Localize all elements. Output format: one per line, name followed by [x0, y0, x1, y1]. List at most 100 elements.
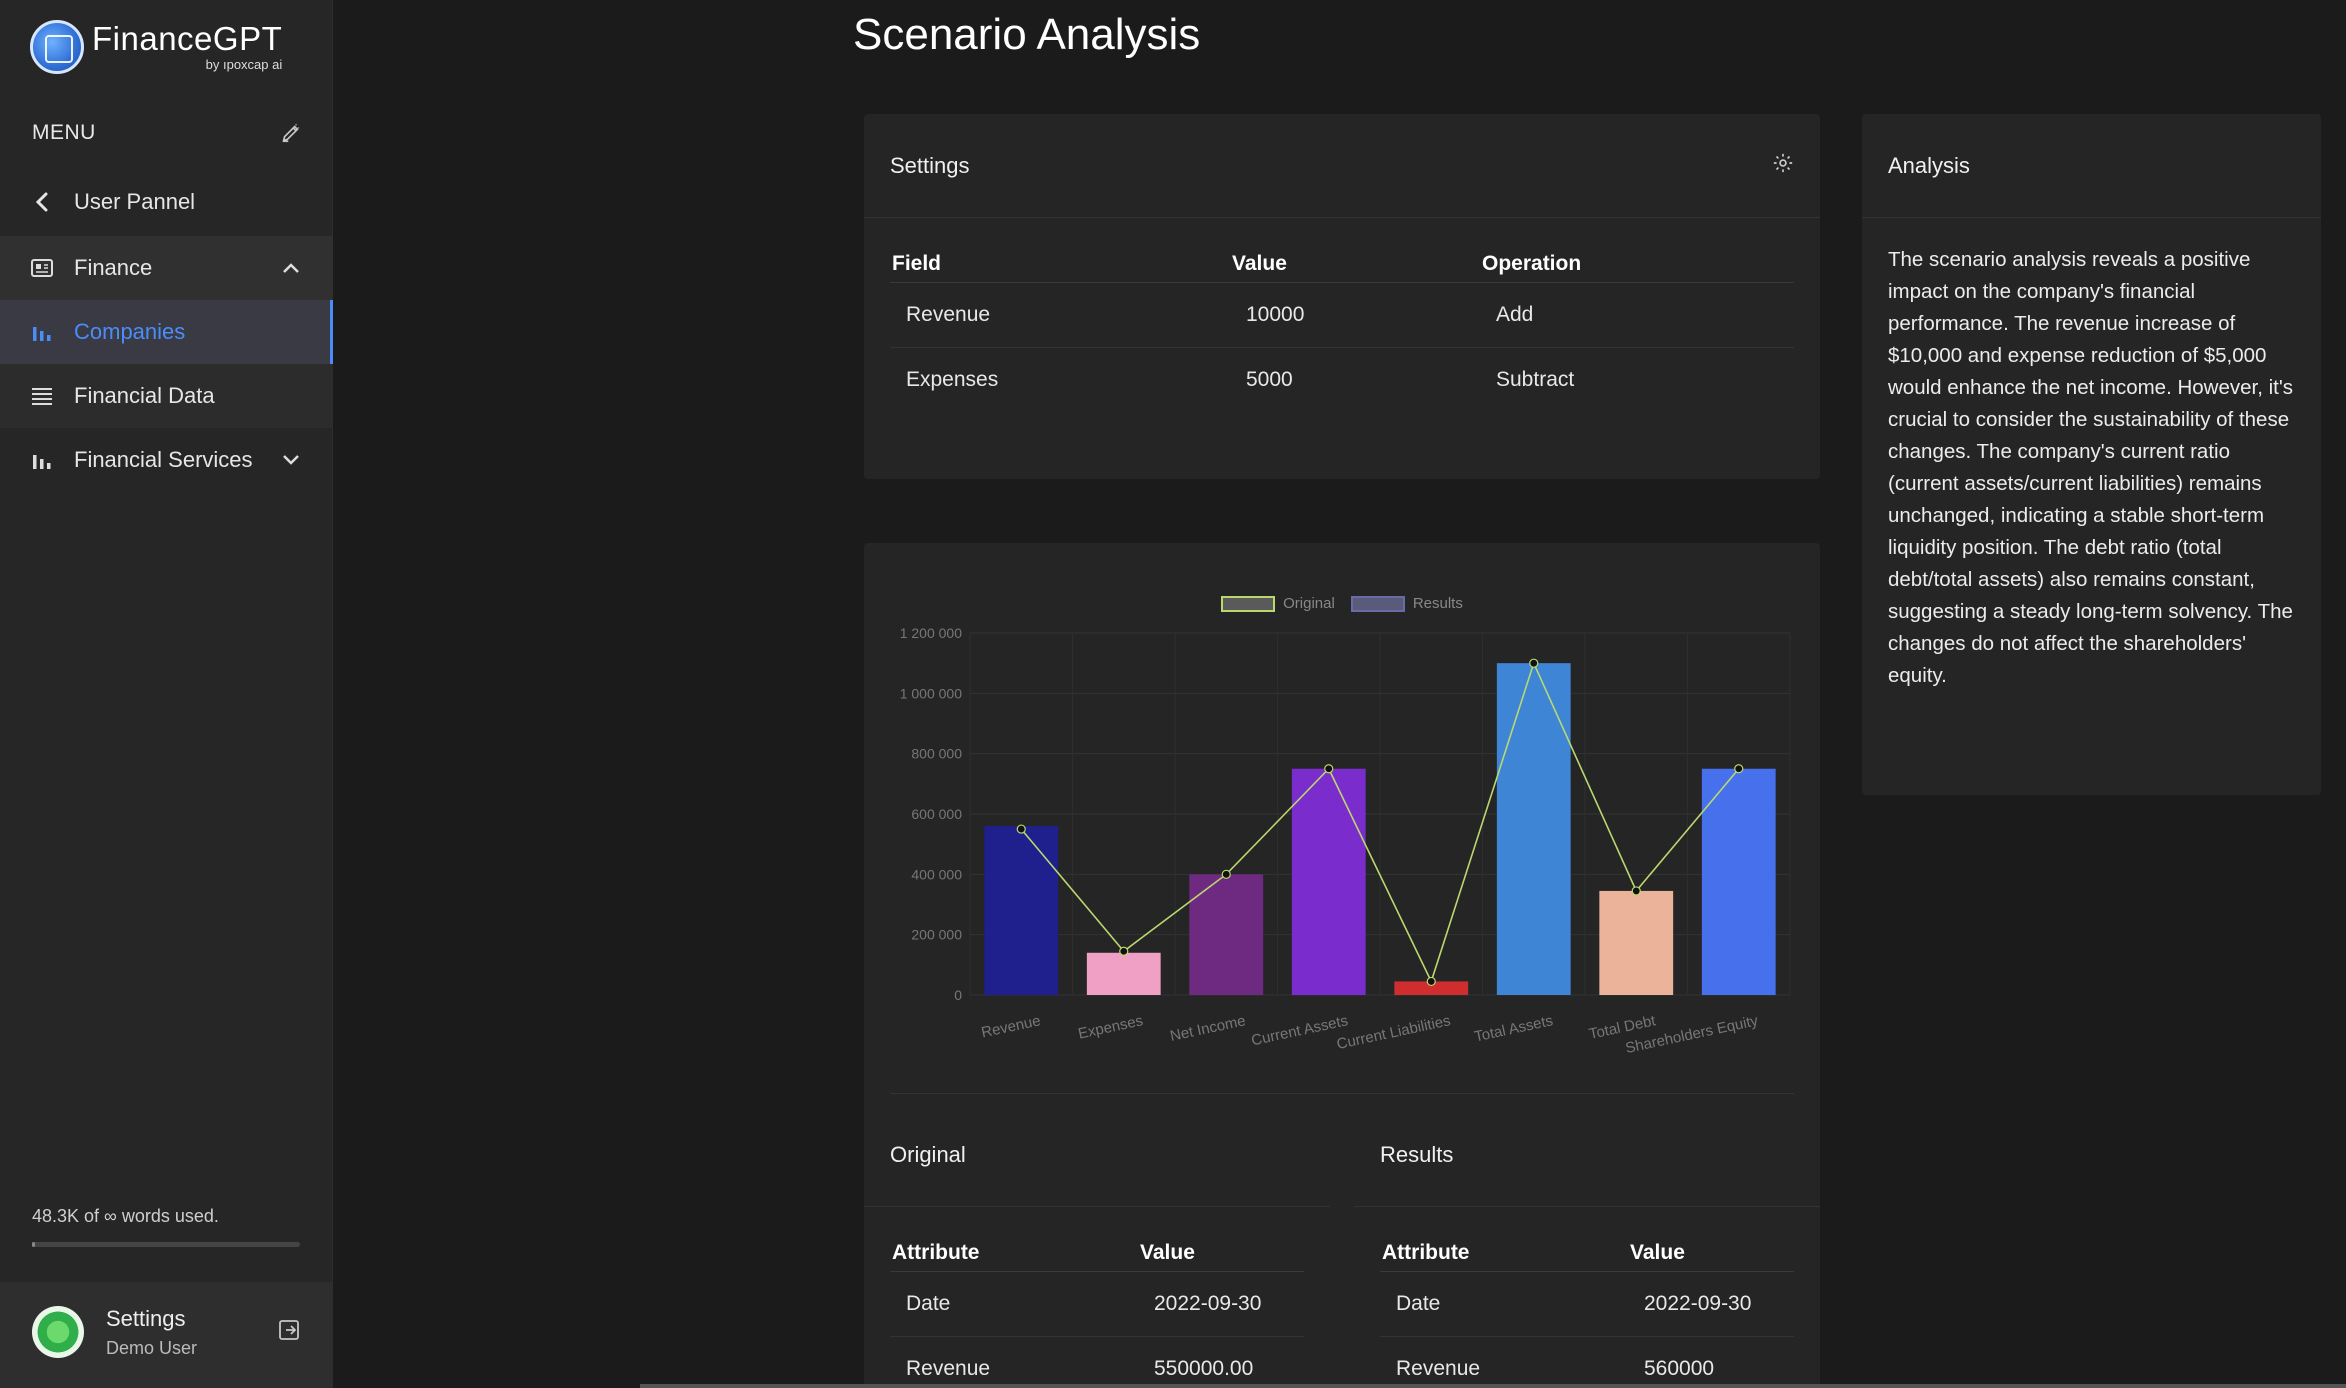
- original-panel: Original Attribute Value Date 2022-09-30…: [864, 1103, 1330, 1388]
- id-card-icon: [30, 256, 54, 280]
- analysis-title: Analysis: [1888, 152, 1970, 178]
- user-profile[interactable]: Settings Demo User: [0, 1282, 333, 1388]
- bar-chart-icon: [30, 448, 54, 472]
- sidebar-item-label: Financial Data: [74, 383, 215, 408]
- operation-cell: Add: [1480, 282, 1794, 348]
- table-row: Revenue 560000: [1380, 1336, 1794, 1388]
- value-cell: 550000.00: [1138, 1336, 1304, 1388]
- scenario-chart: 0 200 000 400 000 600 000 800 000 1 000 000 1 …: [900, 625, 1791, 1057]
- legend-swatch: [1221, 595, 1276, 612]
- value-cell: 560000: [1628, 1336, 1794, 1388]
- menu-label: MENU: [32, 121, 96, 144]
- column-header: Value: [1628, 1233, 1794, 1272]
- bar: [1394, 981, 1469, 995]
- usage-text: 48.3K of ∞ words used.: [32, 1206, 219, 1226]
- results-title: Results: [1380, 1141, 1454, 1167]
- y-tick-label: 600 000: [911, 806, 962, 822]
- attribute-cell: Date: [1380, 1271, 1628, 1337]
- data-point: [1119, 946, 1129, 956]
- y-tick-label: 1 200 000: [900, 625, 962, 641]
- settings-table: Field Value Operation Revenue 10000 Add …: [890, 244, 1794, 412]
- table-row: Revenue 10000 Add: [890, 282, 1794, 348]
- attribute-cell: Revenue: [1380, 1336, 1628, 1388]
- sidebar-item-label: User Pannel: [74, 189, 196, 214]
- column-header: Attribute: [1380, 1233, 1628, 1272]
- chart-area: Original Results 0 200 000 400 000 600 000 8…: [864, 543, 1820, 1103]
- sidebar-item-user-pannel[interactable]: User Pannel: [0, 170, 333, 234]
- series-line: [1020, 660, 1740, 984]
- page-title: Scenario Analysis: [853, 10, 1201, 59]
- operation-cell: Subtract: [1496, 368, 1575, 391]
- data-point: [1016, 824, 1026, 834]
- sidebar-item-financial-data[interactable]: Financial Data: [0, 364, 333, 428]
- value-cell: 2022-09-30: [1628, 1271, 1794, 1337]
- column-header: Value: [1138, 1233, 1304, 1272]
- sidebar-item-label: Finance: [74, 255, 153, 280]
- original-table: Attribute Value Date 2022-09-30 Revenue …: [890, 1233, 1304, 1388]
- analysis-text: The scenario analysis reveals a positive…: [1888, 248, 2294, 687]
- results-table: Attribute Value Date 2022-09-30 Revenue …: [1380, 1233, 1794, 1388]
- attribute-cell: Date: [890, 1271, 1138, 1337]
- bar: [984, 826, 1059, 995]
- y-tick-label: 400 000: [911, 866, 962, 882]
- usage-progress-fill: [32, 1242, 35, 1247]
- table-row: Expenses 5000 Subtract: [890, 348, 1794, 413]
- results-panel: Results Attribute Value Date 2022-09-30 …: [1354, 1103, 1820, 1388]
- user-name[interactable]: Settings: [106, 1306, 186, 1331]
- bar-chart-icon: [30, 320, 54, 344]
- sidebar-item-financial-services[interactable]: Financial Services: [0, 428, 333, 492]
- column-header: Attribute: [890, 1233, 1138, 1272]
- legend-label: Results: [1412, 595, 1463, 612]
- y-tick-label: 1 000 000: [900, 685, 962, 701]
- table-row: Revenue 550000.00: [890, 1336, 1304, 1388]
- sidebar-item-label: Financial Services: [74, 447, 253, 472]
- list-icon: [30, 384, 54, 408]
- chevron-down-icon: [279, 448, 303, 472]
- analysis-card: Analysis The scenario analysis reveals a…: [1862, 114, 2321, 795]
- gear-icon[interactable]: [1772, 152, 1794, 180]
- column-header: Operation: [1480, 244, 1794, 283]
- value-cell: 2022-09-30: [1138, 1271, 1304, 1337]
- sidebar-item-companies[interactable]: Companies: [0, 300, 333, 364]
- legend-item[interactable]: Original: [1221, 595, 1335, 612]
- sidebar-item-finance[interactable]: Finance: [0, 236, 333, 300]
- edit-icon[interactable]: [278, 120, 304, 146]
- original-title: Original: [890, 1141, 966, 1167]
- chevron-up-icon: [279, 256, 303, 280]
- sidebar-item-label: Companies: [74, 319, 186, 344]
- brand-logo[interactable]: FinanceGPT by ıpoxcap ai: [30, 20, 282, 74]
- column-header: Value: [1230, 244, 1480, 283]
- y-tick-label: 200 000: [911, 927, 962, 943]
- bar: [1496, 663, 1571, 995]
- data-point: [1221, 869, 1231, 879]
- legend-item[interactable]: Results: [1350, 595, 1463, 612]
- value-cell: 10000: [1230, 282, 1480, 348]
- bar: [1291, 768, 1366, 995]
- usage-progress-bar: [32, 1242, 300, 1247]
- sidebar: FinanceGPT by ıpoxcap ai MENU User Panne…: [0, 0, 333, 1388]
- attribute-cell: Revenue: [890, 1336, 1138, 1388]
- data-point: [1426, 976, 1436, 987]
- logo-icon: [30, 20, 84, 74]
- brand-title: FinanceGPT: [92, 20, 283, 57]
- bar: [1599, 890, 1674, 995]
- data-point: [1324, 764, 1334, 774]
- x-tick-label: Total Assets: [1473, 1012, 1555, 1045]
- field-cell: Revenue: [890, 282, 1230, 348]
- table-row: Date 2022-09-30: [1380, 1271, 1794, 1337]
- settings-card: Settings Field Value Operation Revenue 1…: [864, 114, 1820, 479]
- data-point: [1529, 658, 1539, 668]
- chart-card: Original Results 0 200 000 400 000 600 000 8…: [864, 543, 1820, 1388]
- avatar[interactable]: [32, 1306, 84, 1358]
- legend-swatch: [1350, 595, 1405, 612]
- y-tick-label: 800 000: [911, 746, 962, 762]
- chevron-left-icon: [30, 190, 54, 214]
- user-role: Demo User: [106, 1338, 198, 1358]
- value-cell: 5000: [1246, 368, 1293, 391]
- x-tick-label: Current Liabilities: [1335, 1012, 1452, 1053]
- x-tick-label: Net Income: [1169, 1012, 1248, 1045]
- logout-icon[interactable]: [277, 1318, 303, 1344]
- horizontal-scrollbar[interactable]: [640, 1384, 2346, 1388]
- field-cell: Expenses: [906, 368, 999, 391]
- bar: [1086, 952, 1161, 995]
